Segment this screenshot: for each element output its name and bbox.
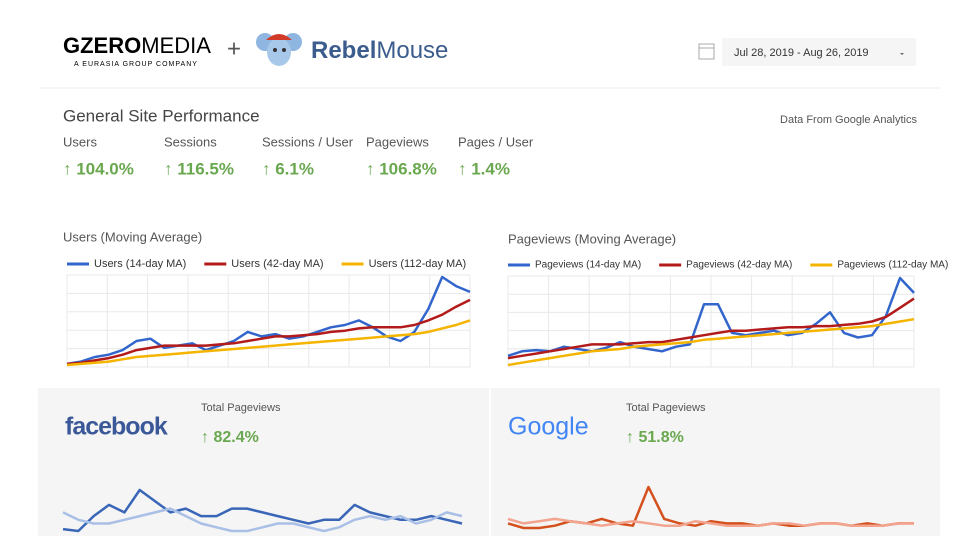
series-line bbox=[507, 297, 915, 360]
chart-title: Users (Moving Average) bbox=[63, 229, 202, 244]
legend-label: Pageviews (112-day MA) bbox=[837, 260, 948, 271]
partner-bold: Rebel bbox=[311, 37, 376, 64]
series-line bbox=[66, 298, 471, 366]
kpi-value: ↑ 1.4% bbox=[458, 159, 510, 178]
partner: RebelMouse bbox=[311, 37, 448, 64]
kpi-label: Sessions / User bbox=[262, 134, 354, 149]
kpi-value: ↑ 116.5% bbox=[164, 159, 234, 178]
series-line bbox=[507, 317, 915, 367]
brand: GZEROMEDIA bbox=[63, 33, 211, 58]
date-picker[interactable] bbox=[722, 38, 916, 66]
series-line bbox=[66, 319, 471, 367]
series-line bbox=[62, 507, 463, 533]
dropdown-caret[interactable] bbox=[900, 53, 904, 55]
brand-bold: GZERO bbox=[63, 33, 141, 58]
mouse-icon bbox=[256, 33, 302, 66]
legend-label: Users (14-day MA) bbox=[94, 258, 186, 270]
series-line bbox=[66, 275, 471, 366]
kpi-label: Pageviews bbox=[366, 134, 429, 149]
legend-label: Users (42-day MA) bbox=[231, 258, 323, 270]
section-title: General Site Performance bbox=[63, 106, 260, 125]
kpi-label: Users bbox=[63, 134, 97, 149]
series-line bbox=[507, 517, 914, 527]
legend-label: Pageviews (14-day MA) bbox=[535, 260, 641, 271]
legend-label: Pageviews (42-day MA) bbox=[686, 260, 792, 271]
plus: + bbox=[227, 35, 241, 62]
facebook-logo: facebook bbox=[65, 413, 168, 441]
panel-value: ↑ 51.8% bbox=[626, 429, 684, 446]
calendar-icon bbox=[698, 43, 715, 60]
date-range[interactable]: Jul 28, 2019 - Aug 26, 2019 bbox=[734, 47, 869, 59]
brand-light: MEDIA bbox=[141, 33, 211, 58]
partner-light: Mouse bbox=[376, 37, 448, 64]
google-logo: Google bbox=[508, 413, 589, 441]
panel-label: Total Pageviews bbox=[201, 402, 281, 414]
brand-tagline: A EURASIA GROUP COMPANY bbox=[74, 61, 198, 68]
kpi-value: ↑ 106.8% bbox=[366, 159, 437, 178]
kpi-value: ↑ 104.0% bbox=[63, 159, 134, 178]
kpi-label: Pages / User bbox=[458, 134, 534, 149]
chart-title: Pageviews (Moving Average) bbox=[508, 231, 676, 246]
kpi-label: Sessions bbox=[164, 134, 217, 149]
series-line bbox=[507, 276, 915, 357]
panel-label: Total Pageviews bbox=[626, 402, 706, 414]
kpi-value: ↑ 6.1% bbox=[262, 159, 314, 178]
source-note: Data From Google Analytics bbox=[780, 114, 917, 126]
panel-value: ↑ 82.4% bbox=[201, 429, 259, 446]
legend-label: Users (112-day MA) bbox=[369, 258, 467, 270]
